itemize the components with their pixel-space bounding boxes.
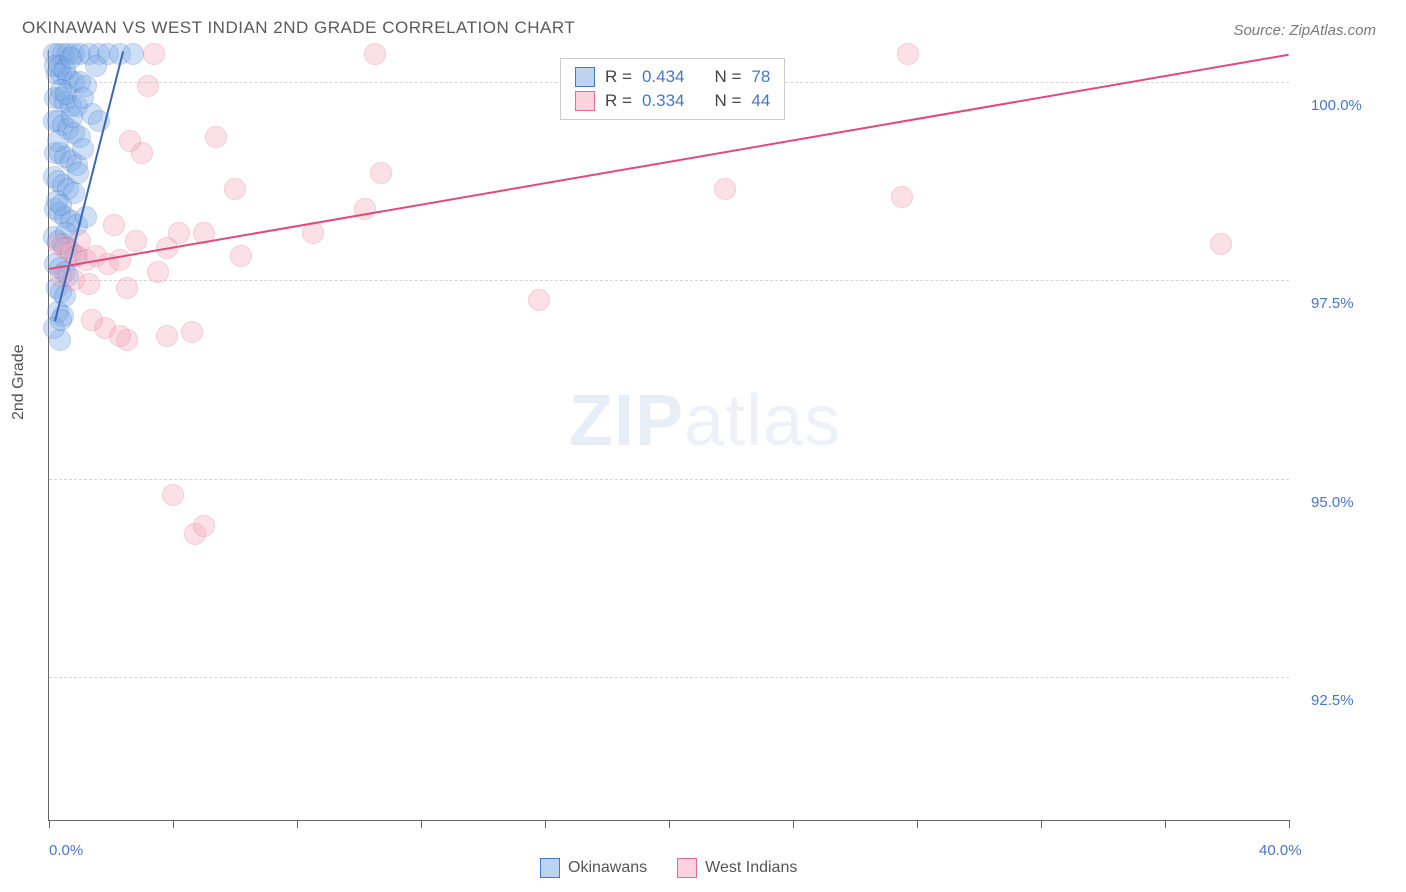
x-tick-label: 0.0% — [49, 842, 83, 859]
data-point — [116, 277, 138, 299]
data-point — [230, 245, 252, 267]
gridline — [49, 280, 1289, 281]
x-tick — [1165, 820, 1166, 828]
x-tick — [297, 820, 298, 828]
x-tick — [1041, 820, 1042, 828]
x-tick — [421, 820, 422, 828]
data-point — [1210, 233, 1232, 255]
data-point — [147, 261, 169, 283]
data-point — [78, 273, 100, 295]
x-tick — [49, 820, 50, 828]
y-tick-label: 95.0% — [1311, 494, 1354, 511]
stats-n-value: 44 — [751, 91, 770, 111]
gridline — [49, 677, 1289, 678]
data-point — [181, 321, 203, 343]
stats-n-value: 78 — [751, 67, 770, 87]
data-point — [897, 43, 919, 65]
y-tick-label: 97.5% — [1311, 295, 1354, 312]
data-point — [364, 43, 386, 65]
chart-title: OKINAWAN VS WEST INDIAN 2ND GRADE CORREL… — [22, 18, 575, 38]
data-point — [109, 325, 131, 347]
x-tick — [669, 820, 670, 828]
watermark: ZIPatlas — [569, 380, 841, 462]
stats-r-value: 0.434 — [642, 67, 685, 87]
x-tick — [793, 820, 794, 828]
data-point — [50, 194, 72, 216]
data-point — [143, 43, 165, 65]
stats-row: R = 0.334 N = 44 — [575, 89, 770, 113]
data-point — [109, 249, 131, 271]
legend-label: West Indians — [705, 859, 797, 877]
y-tick-label: 92.5% — [1311, 692, 1354, 709]
data-point — [224, 178, 246, 200]
data-point — [72, 87, 94, 109]
data-point — [72, 138, 94, 160]
stats-swatch — [575, 91, 595, 111]
data-point — [122, 43, 144, 65]
data-point — [156, 325, 178, 347]
legend-item: Okinawans — [540, 858, 647, 878]
watermark-bold: ZIP — [569, 381, 684, 461]
x-tick — [545, 820, 546, 828]
gridline — [49, 479, 1289, 480]
data-point — [125, 230, 147, 252]
data-point — [714, 178, 736, 200]
data-point — [103, 214, 125, 236]
data-point — [205, 126, 227, 148]
legend-swatch — [677, 858, 697, 878]
chart-container: OKINAWAN VS WEST INDIAN 2ND GRADE CORREL… — [0, 0, 1406, 892]
y-tick-label: 100.0% — [1311, 97, 1362, 114]
data-point — [370, 162, 392, 184]
data-point — [47, 130, 69, 152]
data-point — [67, 162, 89, 184]
legend-label: Okinawans — [568, 859, 647, 877]
data-point — [193, 515, 215, 537]
data-point — [85, 55, 107, 77]
stats-swatch — [575, 67, 595, 87]
data-point — [162, 484, 184, 506]
x-tick-label: 40.0% — [1259, 842, 1302, 859]
source-label: Source: ZipAtlas.com — [1233, 22, 1376, 39]
data-point — [61, 106, 83, 128]
x-tick — [173, 820, 174, 828]
legend-swatch — [540, 858, 560, 878]
data-point — [119, 130, 141, 152]
data-point — [137, 75, 159, 97]
plot-area: ZIPatlas 92.5%95.0%97.5%100.0%0.0%40.0% — [48, 50, 1289, 821]
data-point — [891, 186, 913, 208]
stats-n-label: N = — [714, 67, 741, 87]
legend-item: West Indians — [677, 858, 797, 878]
stats-r-value: 0.334 — [642, 91, 685, 111]
stats-r-label: R = — [605, 91, 632, 111]
legend: Okinawans West Indians — [540, 858, 797, 878]
stats-row: R = 0.434 N = 78 — [575, 65, 770, 89]
x-tick — [917, 820, 918, 828]
y-axis-label: 2nd Grade — [10, 344, 28, 420]
stats-box: R = 0.434 N = 78 R = 0.334 N = 44 — [560, 58, 785, 120]
data-point — [60, 47, 82, 69]
data-point — [81, 309, 103, 331]
stats-n-label: N = — [714, 91, 741, 111]
watermark-light: atlas — [684, 381, 841, 461]
stats-r-label: R = — [605, 67, 632, 87]
data-point — [528, 289, 550, 311]
x-tick — [1289, 820, 1290, 828]
